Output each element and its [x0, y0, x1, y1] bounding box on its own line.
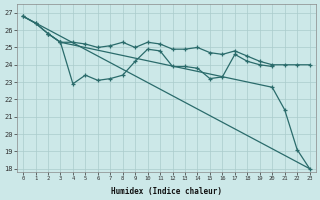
X-axis label: Humidex (Indice chaleur): Humidex (Indice chaleur) [111, 187, 222, 196]
